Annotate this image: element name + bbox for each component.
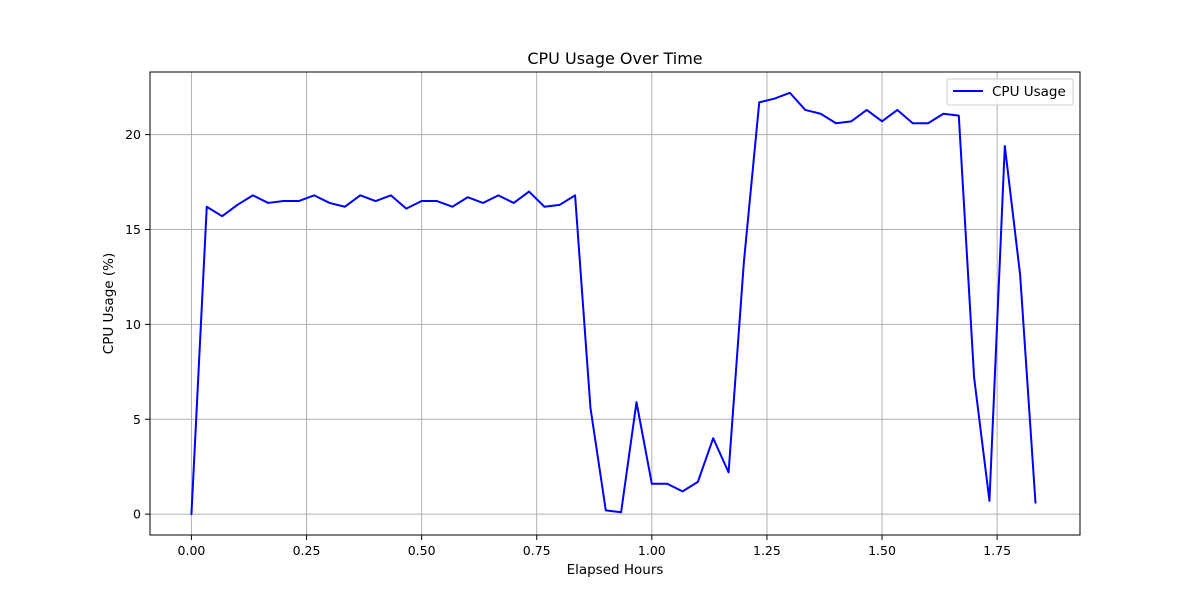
- series-line-cpu-usage: [190, 91, 1037, 516]
- legend: CPU Usage: [946, 78, 1074, 106]
- x-axis-label: Elapsed Hours: [567, 562, 664, 578]
- y-tick-label: 0: [133, 507, 141, 522]
- x-axis-ticks: 0.00 0.25 0.50 0.75 1.00 1.25 1.50 1.75: [178, 535, 1011, 558]
- legend-box: [946, 78, 1074, 106]
- x-tick-label: 1.25: [753, 543, 781, 558]
- grid-lines: [150, 72, 1080, 535]
- chart-title: CPU Usage Over Time: [527, 49, 702, 68]
- x-tick-label: 0.25: [293, 543, 321, 558]
- y-tick-label: 20: [125, 127, 141, 142]
- x-tick-label: 0.75: [523, 543, 551, 558]
- series-layer: [190, 91, 1037, 516]
- x-tick-label: 0.50: [408, 543, 436, 558]
- y-tick-label: 10: [125, 317, 141, 332]
- y-axis-ticks: 0 5 10 15 20: [125, 127, 150, 522]
- x-tick-label: 1.00: [638, 543, 666, 558]
- y-axis-label: CPU Usage (%): [101, 253, 117, 354]
- y-tick-label: 5: [133, 412, 141, 427]
- plot-area: [150, 72, 1080, 535]
- x-tick-label: 1.75: [983, 543, 1011, 558]
- legend-label-cpu-usage: CPU Usage: [992, 84, 1066, 100]
- plot-frame: [149, 71, 1081, 536]
- x-tick-label: 0.00: [178, 543, 206, 558]
- y-tick-label: 15: [125, 222, 141, 237]
- x-tick-label: 1.50: [868, 543, 896, 558]
